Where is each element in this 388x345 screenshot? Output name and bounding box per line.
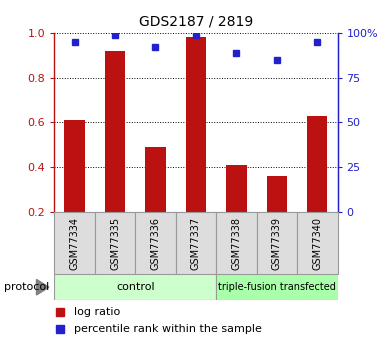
Text: triple-fusion transfected: triple-fusion transfected: [218, 282, 336, 292]
Text: percentile rank within the sample: percentile rank within the sample: [74, 325, 262, 334]
Text: GSM77338: GSM77338: [231, 217, 241, 270]
Bar: [216, 212, 256, 274]
Text: GSM77334: GSM77334: [69, 217, 80, 270]
Bar: [64, 120, 85, 212]
Text: GSM77339: GSM77339: [272, 217, 282, 270]
Text: GSM77340: GSM77340: [312, 217, 322, 270]
Text: protocol: protocol: [4, 282, 49, 292]
Bar: [95, 212, 135, 274]
Bar: [105, 51, 125, 212]
Bar: [307, 116, 327, 212]
Bar: [267, 176, 287, 212]
Bar: [256, 212, 297, 274]
Bar: [297, 212, 338, 274]
Bar: [135, 212, 176, 274]
Text: control: control: [116, 282, 154, 292]
Bar: [226, 165, 246, 212]
Bar: [54, 212, 95, 274]
Bar: [216, 274, 338, 300]
Bar: [54, 274, 216, 300]
Text: GSM77336: GSM77336: [151, 217, 161, 270]
Bar: [146, 147, 166, 212]
Text: GSM77335: GSM77335: [110, 217, 120, 270]
Bar: [176, 212, 216, 274]
Title: GDS2187 / 2819: GDS2187 / 2819: [139, 15, 253, 29]
Bar: [186, 37, 206, 212]
Text: log ratio: log ratio: [74, 307, 120, 317]
Text: GSM77337: GSM77337: [191, 217, 201, 270]
Polygon shape: [36, 279, 49, 295]
